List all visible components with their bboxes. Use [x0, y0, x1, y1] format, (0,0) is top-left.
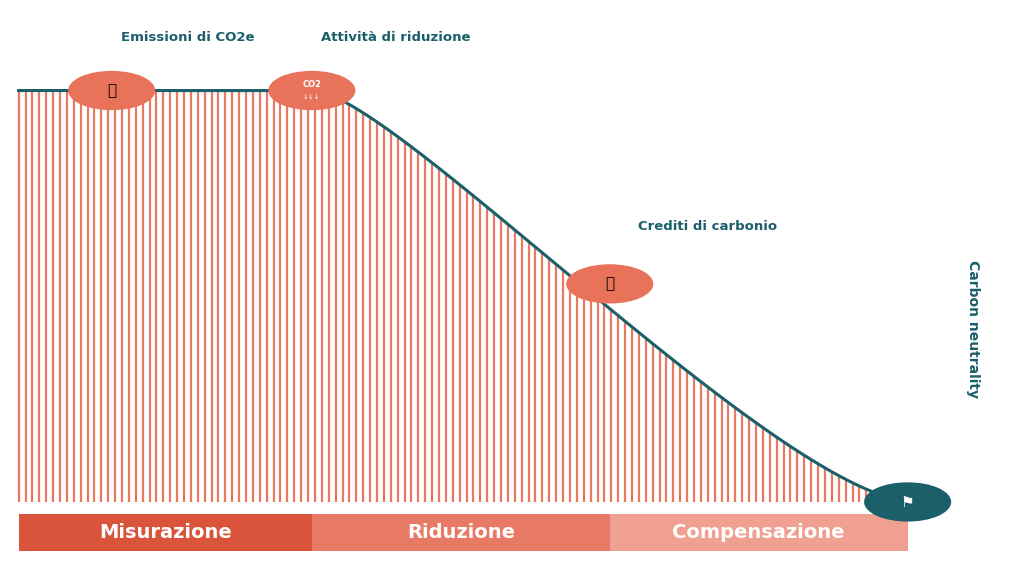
Circle shape: [69, 71, 155, 109]
Text: ↓↓↓: ↓↓↓: [303, 94, 321, 100]
Text: Attività di riduzione: Attività di riduzione: [322, 31, 471, 44]
Text: Riduzione: Riduzione: [407, 524, 515, 542]
Text: Carbon neutrality: Carbon neutrality: [966, 260, 980, 398]
Text: 🌿: 🌿: [605, 276, 614, 291]
Text: Emissioni di CO2e: Emissioni di CO2e: [121, 31, 255, 44]
Bar: [609, 514, 907, 551]
Text: 🏭: 🏭: [108, 83, 117, 98]
Text: Misurazione: Misurazione: [99, 524, 231, 542]
Text: CO2: CO2: [302, 80, 322, 89]
Bar: [312, 514, 609, 551]
Text: Compensazione: Compensazione: [673, 524, 845, 542]
Circle shape: [567, 265, 652, 303]
Circle shape: [865, 483, 950, 521]
Text: ⚑: ⚑: [901, 494, 914, 509]
Circle shape: [269, 71, 354, 109]
Bar: [18, 514, 312, 551]
Text: Crediti di carbonio: Crediti di carbonio: [638, 220, 777, 233]
